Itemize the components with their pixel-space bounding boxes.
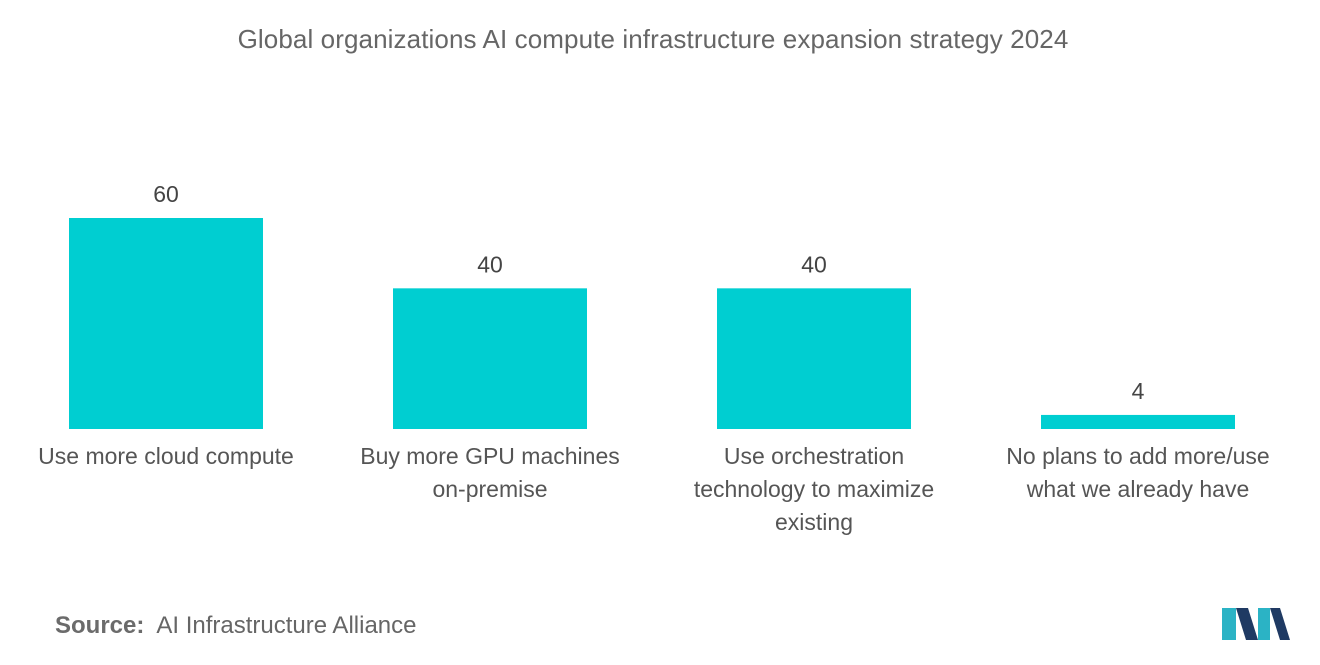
category-label-line: existing	[775, 509, 853, 535]
category-label-1: Use more cloud compute	[38, 443, 294, 469]
source-label: Source:	[55, 612, 145, 639]
mordor-intelligence-logo-icon	[1222, 608, 1290, 640]
category-label-line: Use more cloud compute	[38, 443, 294, 469]
bar-4	[1041, 414, 1235, 429]
category-label-line: Use orchestration	[724, 443, 904, 469]
logo-part-diagonal-2	[1270, 608, 1290, 640]
bar-value-label-4: 4	[1132, 378, 1145, 404]
category-label-line: technology to maximize	[694, 476, 934, 502]
bar-1	[69, 218, 263, 429]
bar-chart: 60 Use more cloud compute 40 Buy more GPU m…	[38, 181, 1270, 535]
logo-part-diagonal-1	[1236, 608, 1258, 640]
bar-value-label-1: 60	[153, 181, 179, 207]
bar-2	[393, 288, 587, 429]
category-label-3: Use orchestration technology to maximize e…	[694, 443, 934, 535]
category-label-4: No plans to add more/use what we already …	[1006, 443, 1269, 502]
category-label-line: No plans to add more/use	[1006, 443, 1269, 469]
category-label-line: what we already have	[1026, 476, 1249, 502]
bar-3	[717, 288, 911, 429]
source-line: Source: AI Infrastructure Alliance	[55, 612, 416, 640]
logo-part-left	[1222, 608, 1236, 640]
category-label-line: Buy more GPU machines	[360, 443, 619, 469]
bar-value-label-3: 40	[801, 251, 827, 277]
bar-value-label-2: 40	[477, 251, 503, 277]
logo-part-middle	[1258, 608, 1270, 640]
chart-title: Global organizations AI compute infrastr…	[237, 24, 1069, 54]
category-label-line: on-premise	[432, 476, 547, 502]
source-text: AI Infrastructure Alliance	[156, 612, 417, 639]
category-label-2: Buy more GPU machines on-premise	[360, 443, 619, 502]
